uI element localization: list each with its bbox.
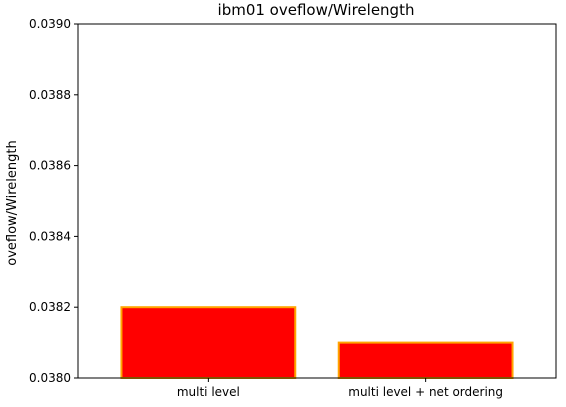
bar-1 [337,341,514,380]
y-axis-label: oveflow/Wirelength [5,140,20,265]
y-tick-label-2: 0.0384 [29,229,71,243]
bar-0 [120,306,297,380]
y-tick-label-5: 0.0390 [29,17,71,31]
y-axis-ticks: 0.0380 0.0382 0.0384 0.0386 0.0388 0.0390 [29,17,78,385]
y-tick-label-4: 0.0388 [29,88,71,102]
chart-title: ibm01 oveflow/Wirelength [218,1,415,19]
y-tick-label-0: 0.0380 [29,371,71,385]
y-tick-label-3: 0.0386 [29,159,71,173]
bars-group [120,306,514,380]
x-tick-label-1: multi level + net ordering [348,385,503,399]
x-tick-label-0: multi level [177,385,240,399]
x-axis-ticks: multi level multi level + net ordering [177,378,503,399]
plot-frame [77,23,557,379]
y-tick-label-1: 0.0382 [29,300,71,314]
